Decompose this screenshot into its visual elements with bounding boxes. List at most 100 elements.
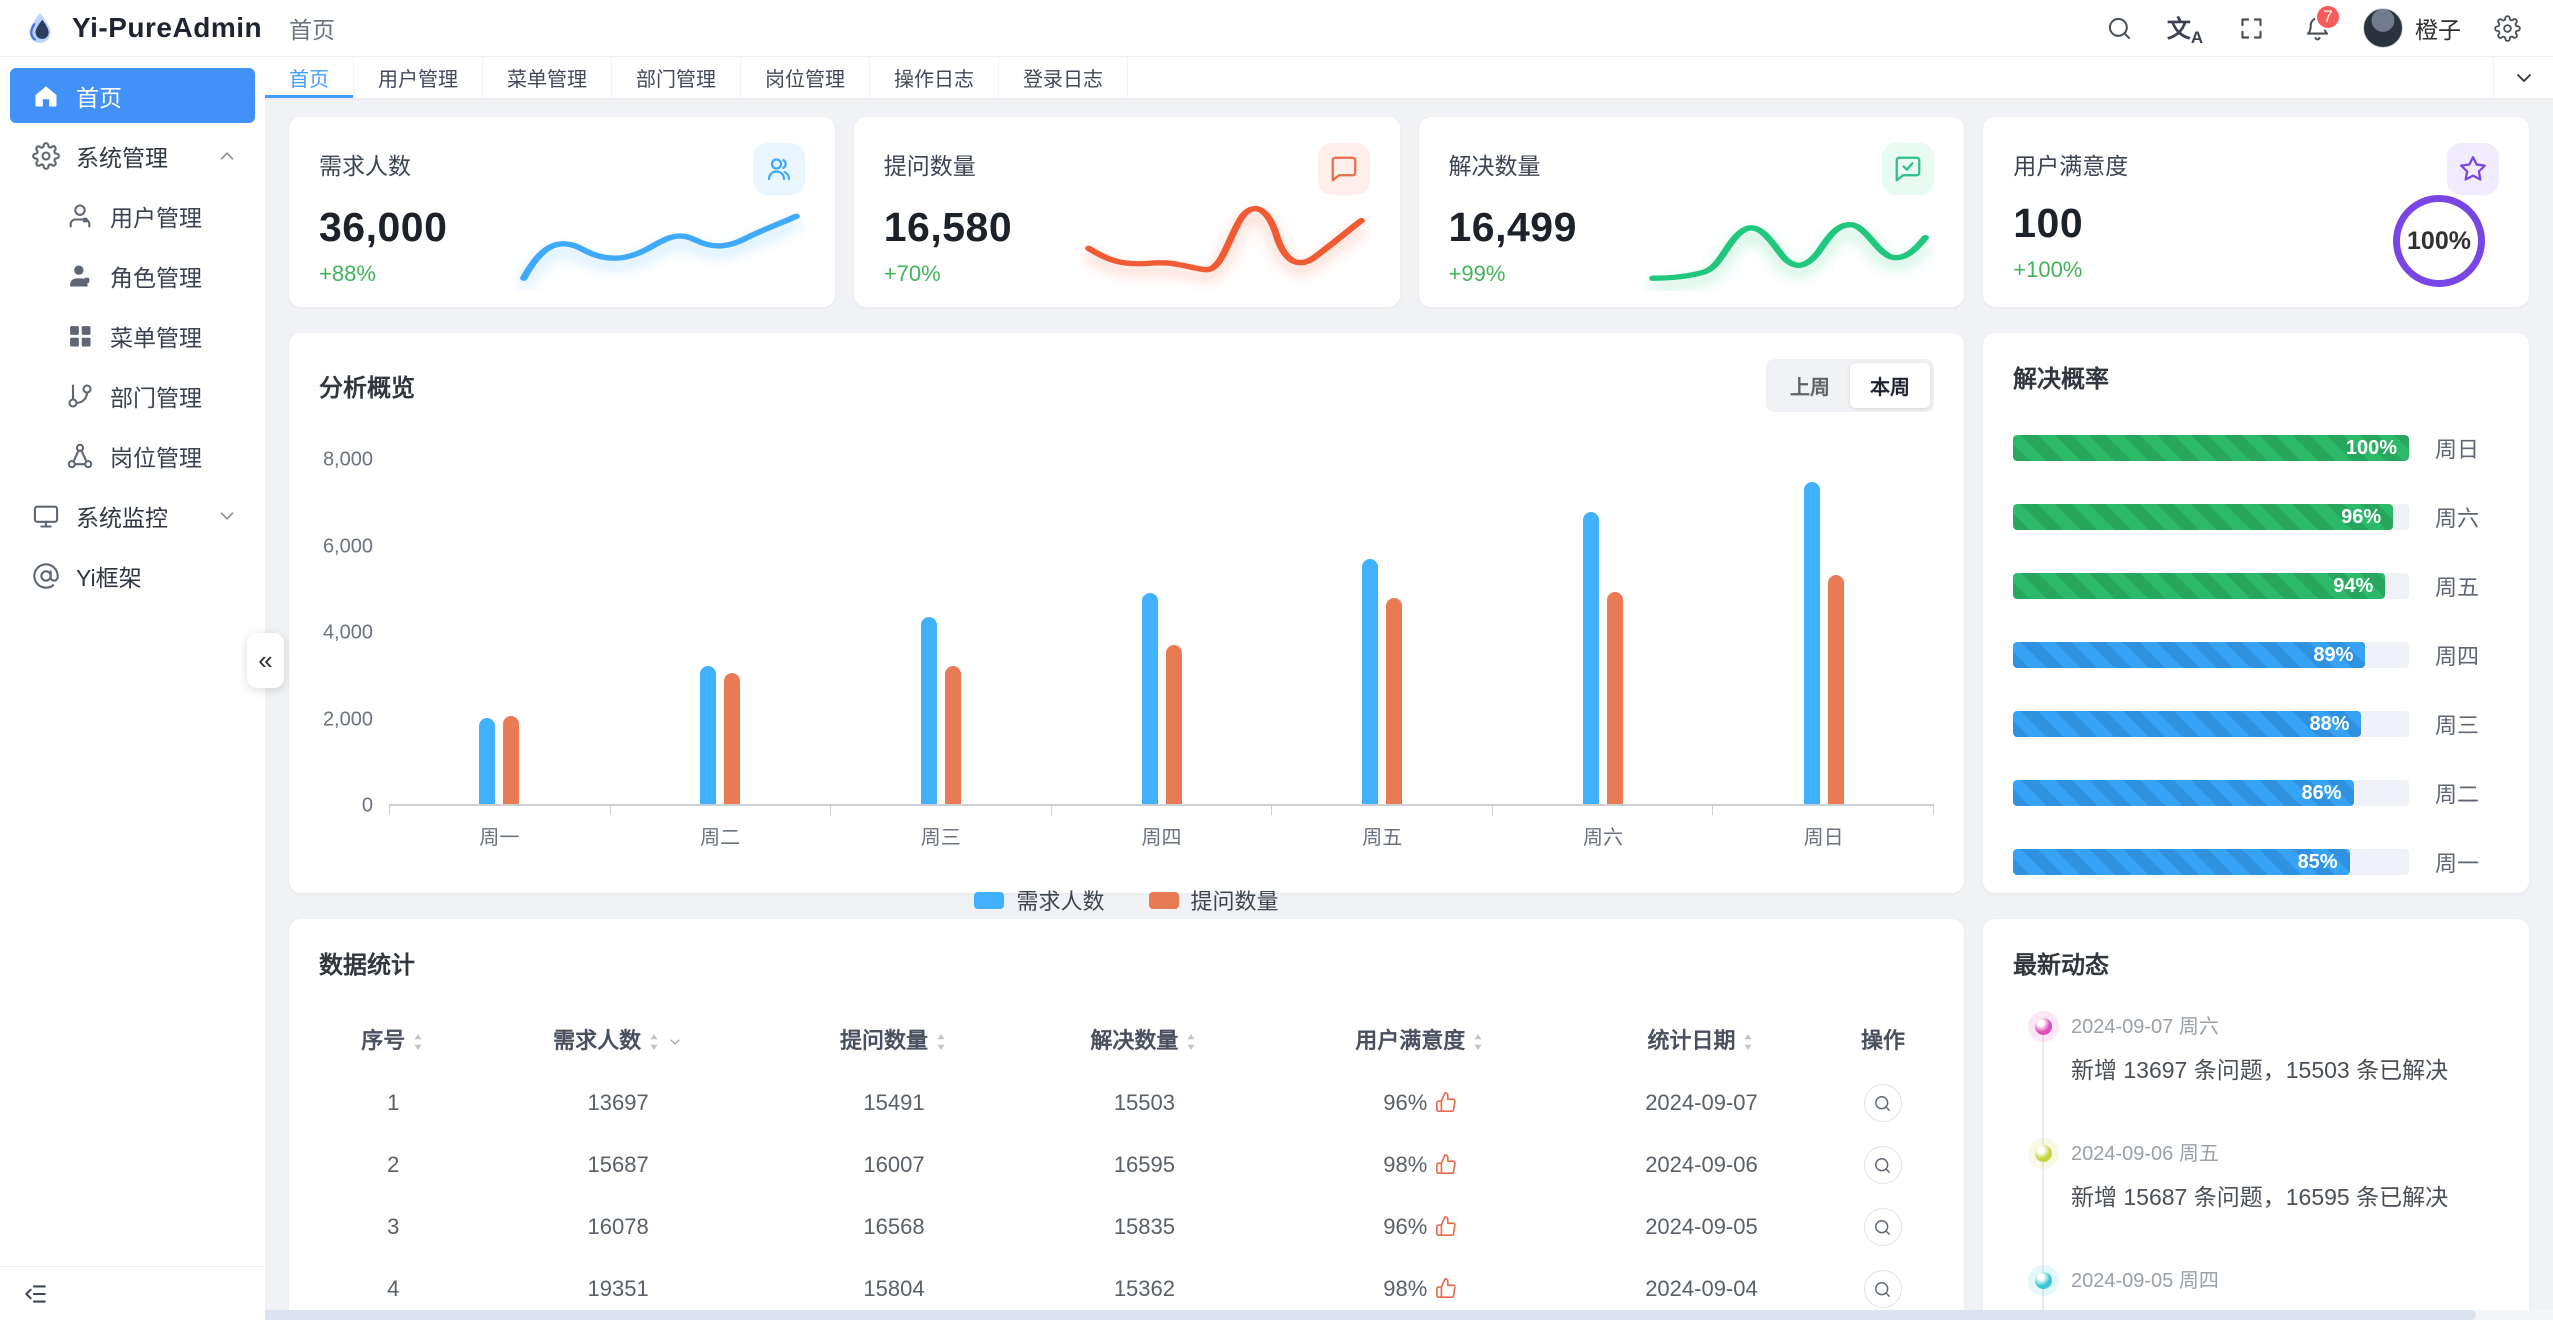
- sidebar-item-系统管理[interactable]: 系统管理: [10, 128, 255, 183]
- stat-card-delta: +88%: [319, 261, 376, 286]
- stat-card-title: 解决数量: [1448, 153, 1541, 179]
- legend-item-提问数量[interactable]: 提问数量: [1148, 884, 1279, 916]
- bar-提问数量-周日: [1827, 575, 1844, 804]
- progress-track: 100%: [2013, 435, 2409, 461]
- column-header-统计日期[interactable]: 统计日期: [1571, 1006, 1832, 1072]
- progress-track: 89%: [2013, 642, 2409, 668]
- menu-fold-icon: [22, 1281, 48, 1307]
- date-cell: 2024-09-06: [1645, 1152, 1758, 1177]
- translate-button[interactable]: 文A: [2159, 2, 2211, 54]
- sidebar-item-岗位管理[interactable]: 岗位管理: [10, 428, 255, 483]
- chart-legend: 需求人数 提问数量: [319, 884, 1934, 916]
- sidebar-item-用户管理[interactable]: 用户管理: [10, 188, 255, 243]
- tab-登录日志[interactable]: 登录日志: [999, 57, 1128, 98]
- progress-track: 86%: [2013, 780, 2409, 806]
- stat-card-value: 100: [2013, 199, 2084, 246]
- search-button[interactable]: [2093, 2, 2145, 54]
- y-tick-label: 0: [361, 794, 373, 817]
- sidebar-item-label: 用户管理: [110, 204, 202, 231]
- sort-caret-icon[interactable]: [934, 1033, 948, 1051]
- notification-badge: 7: [2315, 4, 2341, 30]
- avatar: [2363, 8, 2403, 48]
- sidebar-item-部门管理[interactable]: 部门管理: [10, 368, 255, 423]
- y-tick-label: 4,000: [322, 621, 373, 644]
- progress-day-label: 周四: [2435, 644, 2480, 669]
- fullscreen-button[interactable]: [2225, 2, 2277, 54]
- legend-swatch: [974, 891, 1005, 909]
- column-header-需求人数[interactable]: 需求人数: [467, 1006, 768, 1072]
- action-cell: [1832, 1072, 1934, 1134]
- sidebar-item-label: Yi框架: [76, 564, 142, 591]
- settings-button[interactable]: [2481, 2, 2533, 54]
- column-header-序号[interactable]: 序号: [319, 1006, 467, 1072]
- column-header-提问数量[interactable]: 提问数量: [769, 1006, 1019, 1072]
- filter-chevron-icon[interactable]: [667, 1034, 683, 1050]
- home-icon: [32, 82, 60, 110]
- sort-caret-icon[interactable]: [1184, 1033, 1198, 1051]
- date-cell: 2024-09-04: [1645, 1276, 1758, 1301]
- action-cell: [1832, 1134, 1934, 1196]
- sparkline: [1080, 195, 1370, 296]
- progress-fill: 94%: [2013, 573, 2386, 599]
- toggle-上周[interactable]: 上周: [1790, 377, 1830, 399]
- logo[interactable]: Yi-PureAdmin: [0, 10, 265, 46]
- bar-group-周一: [389, 460, 610, 804]
- progress-fill: 85%: [2013, 849, 2350, 875]
- legend-item-需求人数[interactable]: 需求人数: [974, 884, 1105, 916]
- tab-首页[interactable]: 首页: [265, 57, 354, 98]
- solve-probability-card: 解决概率 100% 周日 96% 周六 94% 周五 89% 周四 88% 周三 86% 周二 85% 周…: [1983, 333, 2529, 893]
- sidebar-collapse-handle[interactable]: «: [247, 633, 284, 688]
- tab-操作日志[interactable]: 操作日志: [870, 57, 999, 98]
- view-detail-button[interactable]: [1863, 1146, 1902, 1184]
- sparkline: [1644, 195, 1934, 296]
- sidebar: 首页 系统管理用户管理角色管理 菜单管理 部门管理 岗位管理 系统监控 Yi框架 «: [0, 57, 284, 1320]
- satisfaction-cell: 96%: [1270, 1072, 1571, 1134]
- horizontal-scrollbar-thumb[interactable]: [0, 1310, 2477, 1320]
- table-cell: 15835: [1113, 1214, 1175, 1239]
- stat-card-delta: +99%: [1448, 261, 1506, 286]
- table-cell: 16568: [863, 1214, 925, 1239]
- timeline-dot: [2035, 1018, 2052, 1035]
- toggle-本周[interactable]: 本周: [1850, 363, 1930, 408]
- stat-card-需求人数: 需求人数 36,000 +88%: [289, 117, 835, 307]
- column-header-用户满意度[interactable]: 用户满意度: [1270, 1006, 1571, 1072]
- sidebar-fold-button[interactable]: [0, 1266, 265, 1320]
- stat-card-icon-box: [752, 143, 805, 195]
- notifications-button[interactable]: 7: [2291, 2, 2343, 54]
- progress-fill: 96%: [2013, 504, 2394, 530]
- tab-岗位管理[interactable]: 岗位管理: [741, 57, 870, 98]
- bar-提问数量-周四: [1165, 644, 1182, 804]
- sidebar-item-系统监控[interactable]: 系统监控: [10, 488, 255, 543]
- gear-icon: [2493, 14, 2521, 42]
- progress-day-label: 周三: [2435, 713, 2480, 738]
- horizontal-scrollbar: [0, 1310, 2553, 1320]
- stat-card-解决数量: 解决数量 16,499 +99%: [1418, 117, 1965, 307]
- sort-caret-icon[interactable]: [647, 1033, 661, 1051]
- view-detail-button[interactable]: [1863, 1270, 1902, 1308]
- tab-用户管理[interactable]: 用户管理: [354, 57, 483, 98]
- sidebar-item-角色管理[interactable]: 角色管理: [10, 248, 255, 303]
- satisfaction-ring: 100%: [2393, 195, 2485, 287]
- sort-caret-icon[interactable]: [1741, 1033, 1755, 1051]
- sort-caret-icon[interactable]: [1471, 1033, 1485, 1051]
- tab-actions-dropdown[interactable]: [2493, 57, 2553, 98]
- satisfaction-value: 96%: [1383, 1214, 1428, 1239]
- view-detail-button[interactable]: [1863, 1208, 1902, 1246]
- sidebar-item-菜单管理[interactable]: 菜单管理: [10, 308, 255, 363]
- sort-caret-icon[interactable]: [411, 1033, 425, 1051]
- satisfaction-cell: 98%: [1270, 1258, 1571, 1320]
- breadcrumb[interactable]: 首页: [289, 17, 335, 43]
- tab-部门管理[interactable]: 部门管理: [612, 57, 741, 98]
- satisfaction-value: 98%: [1383, 1152, 1428, 1177]
- user-menu[interactable]: 橙子: [2357, 8, 2467, 48]
- progress-day-label: 周一: [2435, 851, 2480, 876]
- timeline-text: 新增 13697 条问题，15503 条已解决: [2071, 1057, 2449, 1083]
- progress-track: 85%: [2013, 849, 2409, 875]
- sidebar-item-首页[interactable]: 首页: [10, 68, 255, 123]
- x-axis-ticks: [389, 806, 1935, 815]
- tab-菜单管理[interactable]: 菜单管理: [483, 57, 612, 98]
- table-row: 2 15687 16007 16595 98% 2024-09-06: [319, 1134, 1934, 1196]
- sidebar-item-Yi框架[interactable]: Yi框架: [10, 548, 255, 603]
- column-header-解决数量[interactable]: 解决数量: [1019, 1006, 1269, 1072]
- view-detail-button[interactable]: [1863, 1084, 1902, 1122]
